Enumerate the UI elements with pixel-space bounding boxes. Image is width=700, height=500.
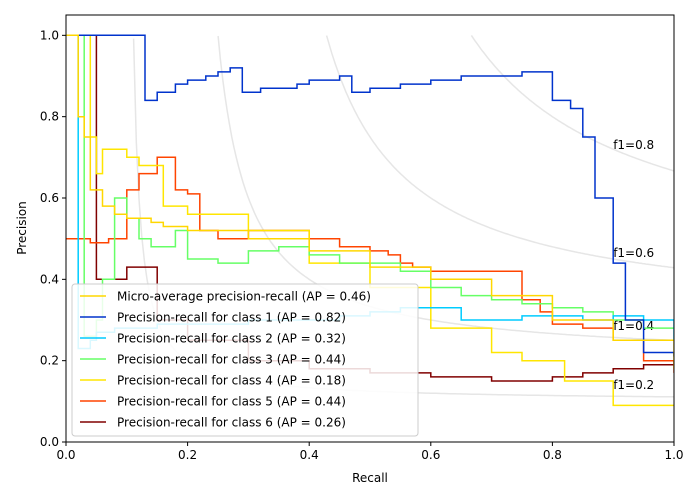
y-axis-label: Precision — [15, 201, 29, 255]
legend-label-class2: Precision-recall for class 2 (AP = 0.32) — [117, 332, 346, 346]
x-tick-label: 0.6 — [421, 448, 440, 462]
plot-frame — [65, 14, 675, 443]
legend-label-micro: Micro-average precision-recall (AP = 0.4… — [117, 290, 371, 304]
legend: Micro-average precision-recall (AP = 0.4… — [71, 283, 419, 437]
series-line-micro — [66, 34, 674, 369]
legend-label-class5: Precision-recall for class 5 (AP = 0.44) — [117, 395, 346, 409]
iso-f1-label-0: f1=0.2 — [613, 378, 654, 392]
legend-label-class4: Precision-recall for class 4 (AP = 0.18) — [117, 374, 346, 388]
iso-f1-curve-3 — [470, 34, 674, 172]
y-tick-label: 0.0 — [40, 435, 59, 449]
x-tick-label: 0.8 — [543, 448, 562, 462]
iso-f1-curve-1 — [217, 35, 674, 342]
legend-label-class3: Precision-recall for class 3 (AP = 0.44) — [117, 353, 346, 367]
legend-label-class6: Precision-recall for class 6 (AP = 0.26) — [117, 416, 346, 430]
legend-label-class1: Precision-recall for class 1 (AP = 0.82) — [117, 311, 346, 325]
iso-f1-label-3: f1=0.8 — [613, 138, 654, 152]
y-tick-label: 0.4 — [40, 272, 59, 286]
y-tick-label: 1.0 — [40, 28, 59, 42]
y-tick-label: 0.8 — [40, 110, 59, 124]
y-axis-ticks: 0.0 0.2 0.4 0.6 0.8 1.0 — [40, 28, 66, 449]
iso-f1-label-1: f1=0.4 — [613, 319, 654, 333]
x-axis-label: Recall — [352, 471, 388, 485]
y-tick-label: 0.6 — [40, 191, 59, 205]
x-tick-label: 0.2 — [178, 448, 197, 462]
iso-f1-label-2: f1=0.6 — [613, 246, 654, 260]
x-tick-label: 0.0 — [56, 448, 75, 462]
series-line-class1 — [66, 34, 674, 357]
iso-f1-curve-2 — [325, 35, 674, 269]
legend-box — [71, 283, 419, 437]
series-line-class4 — [66, 34, 674, 407]
x-axis-ticks: 0.0 0.2 0.4 0.6 0.8 1.0 — [56, 442, 684, 462]
x-tick-label: 1.0 — [664, 448, 683, 462]
x-tick-label: 0.4 — [300, 448, 319, 462]
y-tick-label: 0.2 — [40, 354, 59, 368]
